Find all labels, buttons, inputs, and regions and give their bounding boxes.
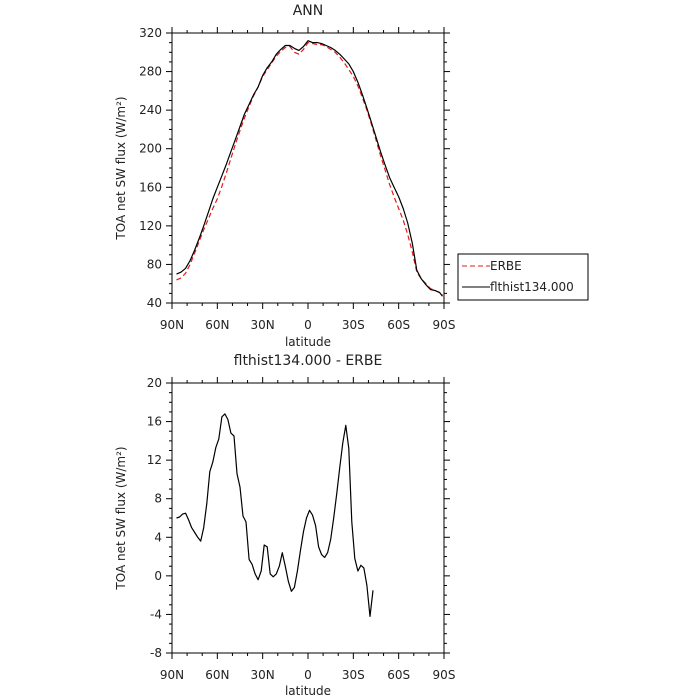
top-chart-title: ANN bbox=[293, 3, 324, 19]
top-axis-ticks: 40 80 120 160 200 240 280 320 90N 60N 30N 0 30S 60S 90… bbox=[139, 26, 455, 332]
y-tick-label: 16 bbox=[147, 415, 162, 429]
x-tick-label: 90N bbox=[160, 668, 184, 682]
bottom-axis-ticks: -8 -4 0 4 8 12 16 20 90N 60N 30N 0 30S 60S 90S bbox=[147, 376, 456, 682]
y-tick-label: 4 bbox=[154, 530, 162, 544]
top-x-axis-label: latitude bbox=[285, 335, 331, 349]
bottom-plot-frame bbox=[171, 382, 445, 654]
y-tick-label: 160 bbox=[139, 180, 162, 194]
y-tick-label: 240 bbox=[139, 103, 162, 117]
y-tick-label: 80 bbox=[147, 257, 162, 271]
bottom-chart-title: flthist134.000 - ERBE bbox=[234, 353, 383, 369]
legend: ERBE flthist134.000 bbox=[457, 253, 589, 301]
legend-box bbox=[457, 253, 589, 301]
y-tick-label: 8 bbox=[154, 492, 162, 506]
x-tick-label: 90N bbox=[160, 318, 184, 332]
x-tick-label: 60N bbox=[205, 318, 229, 332]
y-tick-label: 280 bbox=[139, 65, 162, 79]
y-tick-label: -4 bbox=[150, 607, 162, 621]
bottom-series bbox=[176, 413, 374, 618]
x-tick-label: 30S bbox=[342, 668, 365, 682]
x-tick-label: 60S bbox=[387, 318, 410, 332]
legend-label-model: flthist134.000 bbox=[490, 280, 574, 294]
y-tick-label: -8 bbox=[150, 646, 162, 660]
legend-label-erbe: ERBE bbox=[490, 259, 522, 273]
y-tick-label: 20 bbox=[147, 376, 162, 390]
difference-line bbox=[176, 413, 374, 618]
y-tick-label: 120 bbox=[139, 219, 162, 233]
top-panel: ANN 40 80 120 160 200 240 280 320 90N 60N 30N 0 30S 6… bbox=[114, 3, 589, 349]
series-line-erbe bbox=[176, 41, 443, 296]
x-tick-label: 90S bbox=[433, 668, 456, 682]
series-line-flthist134-000 bbox=[176, 40, 443, 297]
top-series bbox=[176, 40, 443, 297]
top-plot-frame bbox=[171, 32, 445, 304]
bottom-x-axis-label: latitude bbox=[285, 684, 331, 698]
y-tick-label: 40 bbox=[147, 296, 162, 310]
y-tick-label: 0 bbox=[154, 569, 162, 583]
y-tick-label: 200 bbox=[139, 142, 162, 156]
x-tick-label: 30N bbox=[251, 318, 275, 332]
y-tick-label: 12 bbox=[147, 453, 162, 467]
x-tick-label: 60N bbox=[205, 668, 229, 682]
x-tick-label: 90S bbox=[433, 318, 456, 332]
x-tick-label: 30S bbox=[342, 318, 365, 332]
bottom-y-axis-label: TOA net SW flux (W/m²) bbox=[114, 446, 128, 590]
x-tick-label: 60S bbox=[387, 668, 410, 682]
y-tick-label: 320 bbox=[139, 26, 162, 40]
top-y-axis-label: TOA net SW flux (W/m²) bbox=[114, 96, 128, 240]
x-tick-label: 30N bbox=[251, 668, 275, 682]
x-tick-label: 0 bbox=[304, 318, 312, 332]
x-tick-label: 0 bbox=[304, 668, 312, 682]
bottom-panel: flthist134.000 - ERBE -8 -4 0 4 8 12 16 20 90N 60… bbox=[114, 353, 455, 698]
